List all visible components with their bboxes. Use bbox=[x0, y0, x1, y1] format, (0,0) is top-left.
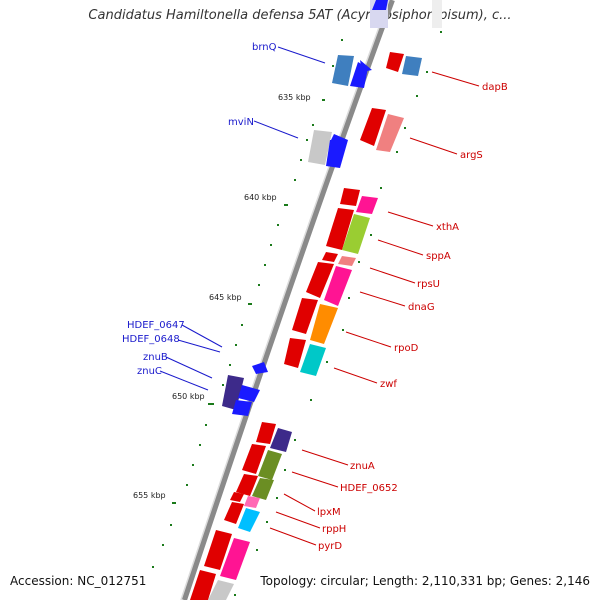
gene-label[interactable]: zwf bbox=[380, 379, 397, 390]
gene-label[interactable]: pyrD bbox=[318, 541, 342, 552]
gene-label[interactable]: argS bbox=[460, 150, 483, 161]
gene-HDEF_0652[interactable] bbox=[242, 444, 282, 480]
kbp-label: 655 kbp bbox=[133, 491, 166, 500]
gene-pyrD[interactable] bbox=[224, 502, 260, 532]
gene-label[interactable]: mviN bbox=[228, 117, 254, 128]
genome-summary-text: Topology: circular; Length: 2,110,331 bp… bbox=[260, 574, 590, 588]
gene-label[interactable]: lpxM bbox=[317, 507, 341, 518]
kbp-labels: 635 kbp 640 kbp 645 kbp 650 kbp 655 kbp bbox=[133, 93, 311, 500]
tick-track-left bbox=[152, 39, 343, 568]
gene-znuC[interactable] bbox=[232, 385, 260, 416]
gene-lpxM[interactable] bbox=[236, 474, 274, 500]
kbp-label: 650 kbp bbox=[172, 392, 205, 401]
gene-znuA[interactable] bbox=[256, 422, 292, 452]
gene-bottom-run[interactable] bbox=[190, 530, 250, 600]
gene-dapB[interactable] bbox=[386, 52, 404, 72]
gene-znuB[interactable] bbox=[222, 375, 244, 410]
gene-label[interactable]: znuB bbox=[143, 352, 168, 363]
gene-rpoD[interactable] bbox=[292, 298, 338, 344]
gene-label[interactable]: HDEF_0647 bbox=[127, 320, 185, 331]
gene-label[interactable]: sppA bbox=[426, 251, 451, 262]
kbp-label: 645 kbp bbox=[209, 293, 242, 302]
gene-rpsU[interactable] bbox=[322, 252, 356, 266]
gene-label[interactable]: dnaG bbox=[408, 302, 435, 313]
gene-label[interactable]: znuC bbox=[137, 366, 162, 377]
gene-HDEF_0647[interactable] bbox=[252, 362, 268, 374]
gene-label[interactable]: HDEF_0648 bbox=[122, 334, 180, 345]
gene-label[interactable]: xthA bbox=[436, 222, 459, 233]
gene-brnQ[interactable] bbox=[332, 55, 372, 88]
genome-title: Candidatus Hamiltonella defensa 5AT (Acy… bbox=[88, 8, 512, 23]
gene-zwf[interactable] bbox=[284, 338, 326, 376]
gene-label[interactable]: znuA bbox=[350, 461, 375, 472]
kbp-label: 635 kbp bbox=[278, 93, 311, 102]
accession-text: Accession: NC_012751 bbox=[10, 574, 147, 588]
gene-sppA[interactable] bbox=[326, 208, 370, 254]
gene-label[interactable]: HDEF_0652 bbox=[340, 483, 398, 494]
gene-xthA[interactable] bbox=[340, 188, 378, 214]
gene-dapB-partner[interactable] bbox=[402, 56, 422, 76]
label-leaders-right bbox=[269, 71, 480, 546]
gene-labels-right: dapB argS xthA sppA rpsU dnaG rpoD zwf z… bbox=[317, 82, 508, 552]
gene-label[interactable]: dapB bbox=[482, 82, 508, 93]
kbp-label: 640 kbp bbox=[244, 193, 277, 202]
gene-rppH[interactable] bbox=[230, 492, 260, 508]
gene-dnaG[interactable] bbox=[306, 262, 352, 306]
gene-label[interactable]: brnQ bbox=[252, 42, 277, 53]
label-leaders-left bbox=[159, 46, 326, 391]
gene-partial-top[interactable] bbox=[370, 0, 442, 28]
tick-track-right bbox=[234, 31, 442, 596]
gene-label[interactable]: rpoD bbox=[394, 343, 419, 354]
gene-mviN[interactable] bbox=[308, 130, 348, 168]
gene-labels-left: brnQ mviN HDEF_0647 HDEF_0648 znuB znuC bbox=[122, 42, 277, 377]
gene-label[interactable]: rpsU bbox=[417, 279, 440, 290]
gene-label[interactable]: rppH bbox=[322, 524, 346, 535]
gene-argS[interactable] bbox=[360, 108, 404, 152]
